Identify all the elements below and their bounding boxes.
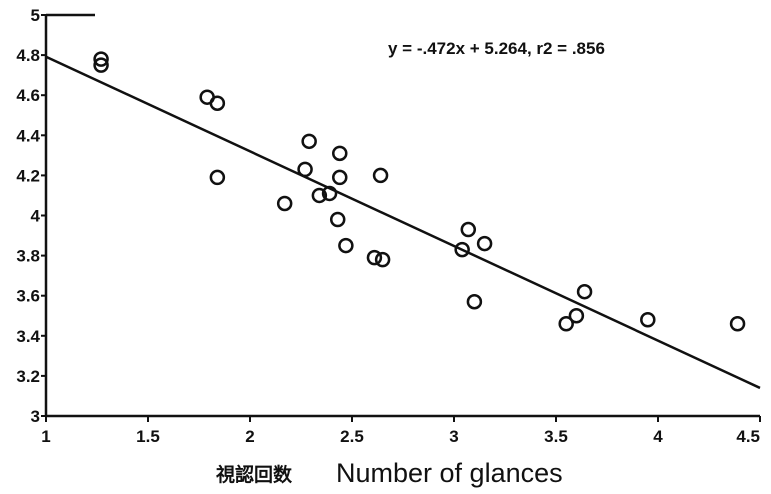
y-tick-label: 3.8	[16, 247, 40, 266]
x-tick-label: 2	[245, 427, 254, 446]
data-point	[558, 316, 574, 332]
data-point	[454, 241, 470, 258]
data-point	[640, 312, 656, 328]
data-point	[729, 316, 746, 332]
x-tick-label: 3	[449, 427, 458, 446]
y-tick-label: 3	[31, 407, 40, 426]
data-point	[332, 169, 348, 186]
data-point	[366, 249, 383, 266]
y-tick-label: 4	[31, 207, 41, 226]
data-point	[466, 293, 483, 310]
data-point	[329, 211, 346, 228]
regression-line-group	[45, 55, 761, 390]
axes	[44, 13, 760, 418]
data-point	[93, 51, 109, 67]
y-tick-label: 4.2	[16, 166, 40, 185]
data-point	[297, 161, 313, 178]
data-point	[374, 251, 391, 268]
data-point	[321, 185, 338, 202]
x-tick-label: 4	[653, 427, 663, 446]
x-tick-label: 1	[41, 427, 50, 446]
y-tick-label: 3.2	[16, 367, 40, 386]
data-point	[311, 187, 328, 204]
y-ticks: 3 3.2 3.4 3.6 3.8 4 4.2 4.4 4.6 4.8 5	[16, 6, 46, 426]
data-point	[209, 95, 226, 111]
y-tick-label: 3.4	[16, 327, 40, 346]
data-point	[372, 167, 389, 184]
y-tick-label: 4.8	[16, 46, 40, 65]
x-ticks: 1 1.5 2 2.5 3 3.5 4 4.5	[41, 416, 761, 446]
data-point	[476, 235, 493, 252]
y-tick-label: 4.4	[16, 126, 40, 145]
x-tick-label: 1.5	[136, 427, 160, 446]
data-point	[568, 308, 585, 324]
y-tick-label: 5	[31, 6, 40, 25]
x-tick-label: 2.5	[340, 427, 364, 446]
x-axis-label: Number of glances	[336, 458, 563, 488]
data-point	[209, 169, 226, 186]
regression-line	[45, 55, 761, 390]
data-point	[576, 283, 593, 300]
data-point	[93, 57, 109, 73]
data-point	[332, 145, 348, 162]
data-point	[460, 221, 477, 238]
data-points	[93, 51, 746, 332]
data-point	[276, 195, 293, 212]
data-point	[301, 133, 317, 150]
y-tick-label: 4.6	[16, 86, 40, 105]
x-tick-label: 3.5	[544, 427, 568, 446]
data-point	[338, 237, 354, 254]
y-tick-label: 3.6	[16, 287, 40, 306]
x-axis-label-japanese: 視認回数	[215, 463, 293, 486]
regression-equation: y = -.472x + 5.264, r2 = .856	[388, 39, 605, 58]
x-tick-label: 4.5	[736, 427, 760, 446]
